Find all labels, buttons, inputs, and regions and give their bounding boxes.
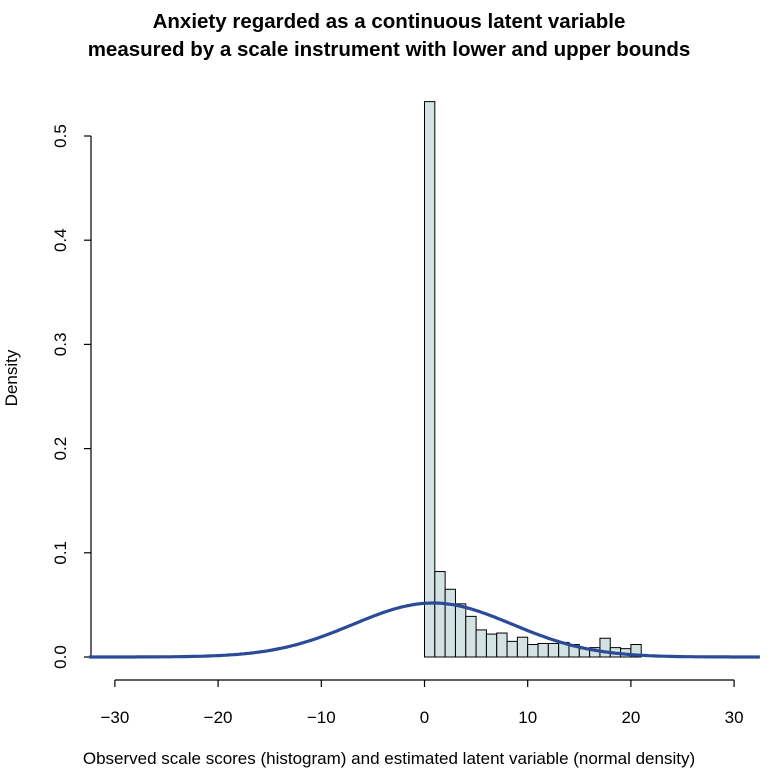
histogram-bar <box>475 629 487 658</box>
y-tick-label: 0.0 <box>51 645 70 669</box>
x-tick-label: 20 <box>621 708 640 727</box>
histogram-bar <box>547 642 560 658</box>
histogram-bar <box>537 642 549 658</box>
x-axis-label: Observed scale scores (histogram) and es… <box>82 749 696 768</box>
x-axis: −30 −20 −10 0 10 20 30 <box>100 679 744 727</box>
y-tick-label: 0.4 <box>51 228 70 252</box>
histogram-bar <box>485 633 498 658</box>
histogram-bar <box>599 637 611 658</box>
y-axis: 0.0 0.1 0.2 0.3 0.4 0.5 <box>51 124 92 669</box>
histogram-bars <box>424 101 642 658</box>
histogram-bar <box>506 640 518 658</box>
histogram-bar <box>434 571 446 658</box>
y-tick-label: 0.2 <box>51 437 70 461</box>
histogram-bar <box>454 603 467 658</box>
y-tick-label: 0.1 <box>51 541 70 565</box>
y-axis-label: Density <box>2 349 21 407</box>
histogram-bar <box>465 615 477 658</box>
y-tick-label: 0.3 <box>51 333 70 357</box>
histogram-bar <box>516 636 529 658</box>
histogram-bar <box>424 101 436 658</box>
x-tick-label: −30 <box>100 708 129 727</box>
y-tick-label: 0.5 <box>51 124 70 148</box>
x-tick-label: 10 <box>518 708 537 727</box>
histogram-bar <box>444 588 456 658</box>
chart-title-line-1: Anxiety regarded as a continuous latent … <box>152 10 626 33</box>
histogram-bar <box>496 632 508 658</box>
x-tick-label: −20 <box>204 708 233 727</box>
x-tick-label: −10 <box>307 708 336 727</box>
x-tick-label: 0 <box>420 708 429 727</box>
x-tick-label: 30 <box>725 708 744 727</box>
histogram-bar <box>527 643 539 658</box>
chart-title-line-2: measured by a scale instrument with lowe… <box>87 38 691 61</box>
normal-density-curve <box>89 601 760 659</box>
histogram-bar <box>630 643 642 658</box>
